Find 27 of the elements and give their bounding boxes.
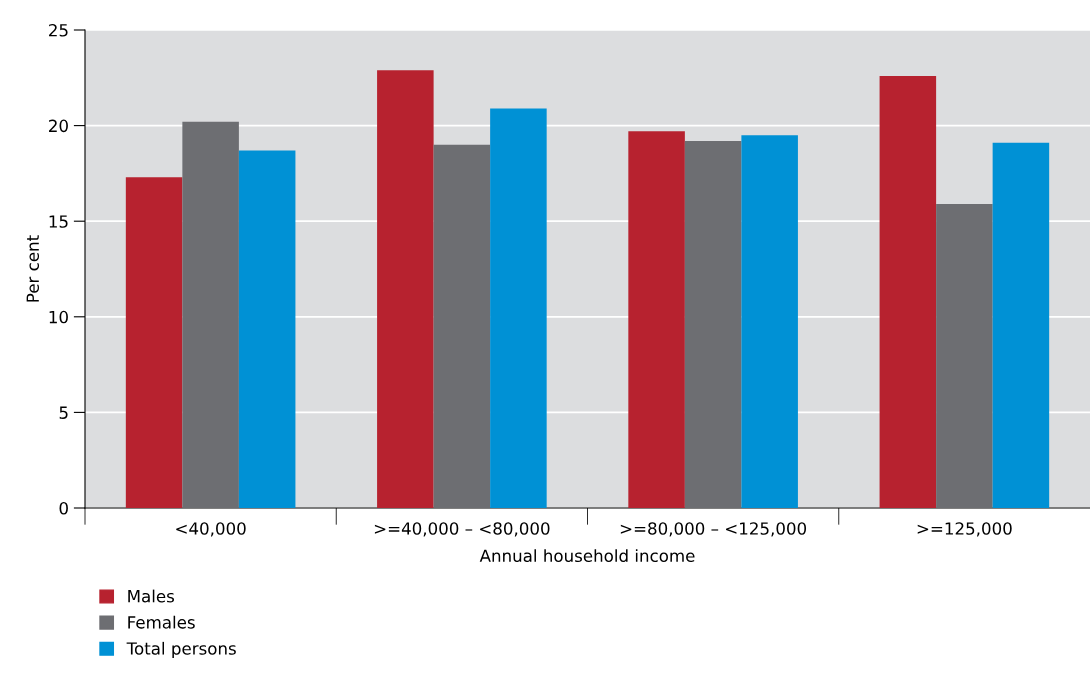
- x-tick-label: >=125,000: [917, 522, 1012, 537]
- legend-label: Females: [128, 615, 195, 629]
- y-tick-label: 5: [59, 406, 68, 419]
- legend-label: Males: [128, 589, 175, 603]
- bar: [936, 203, 993, 508]
- y-tick-label: 15: [49, 215, 68, 228]
- bar: [490, 108, 547, 508]
- bar: [741, 135, 798, 508]
- bar: [992, 142, 1050, 508]
- y-tick-label: 25: [49, 23, 68, 37]
- bar: [433, 144, 491, 508]
- x-tick-label: >=40,000 – <80,000: [374, 522, 550, 537]
- bar: [125, 177, 183, 508]
- y-tick-label: 20: [49, 119, 68, 133]
- bar: [684, 140, 742, 508]
- legend-label: Total persons: [126, 641, 236, 658]
- y-axis-title: Per cent: [26, 235, 40, 302]
- bar: [238, 150, 296, 508]
- x-tick-label: <40,000: [176, 522, 246, 537]
- y-tick-label: 0: [59, 501, 68, 515]
- bar: [879, 75, 937, 508]
- bar: [377, 70, 434, 508]
- x-tick-label: >=80,000 – <125,000: [620, 522, 807, 537]
- x-axis-title: Annual household income: [479, 549, 695, 563]
- bar: [182, 121, 239, 508]
- y-tick-label: 10: [49, 310, 68, 324]
- bar: [628, 131, 685, 508]
